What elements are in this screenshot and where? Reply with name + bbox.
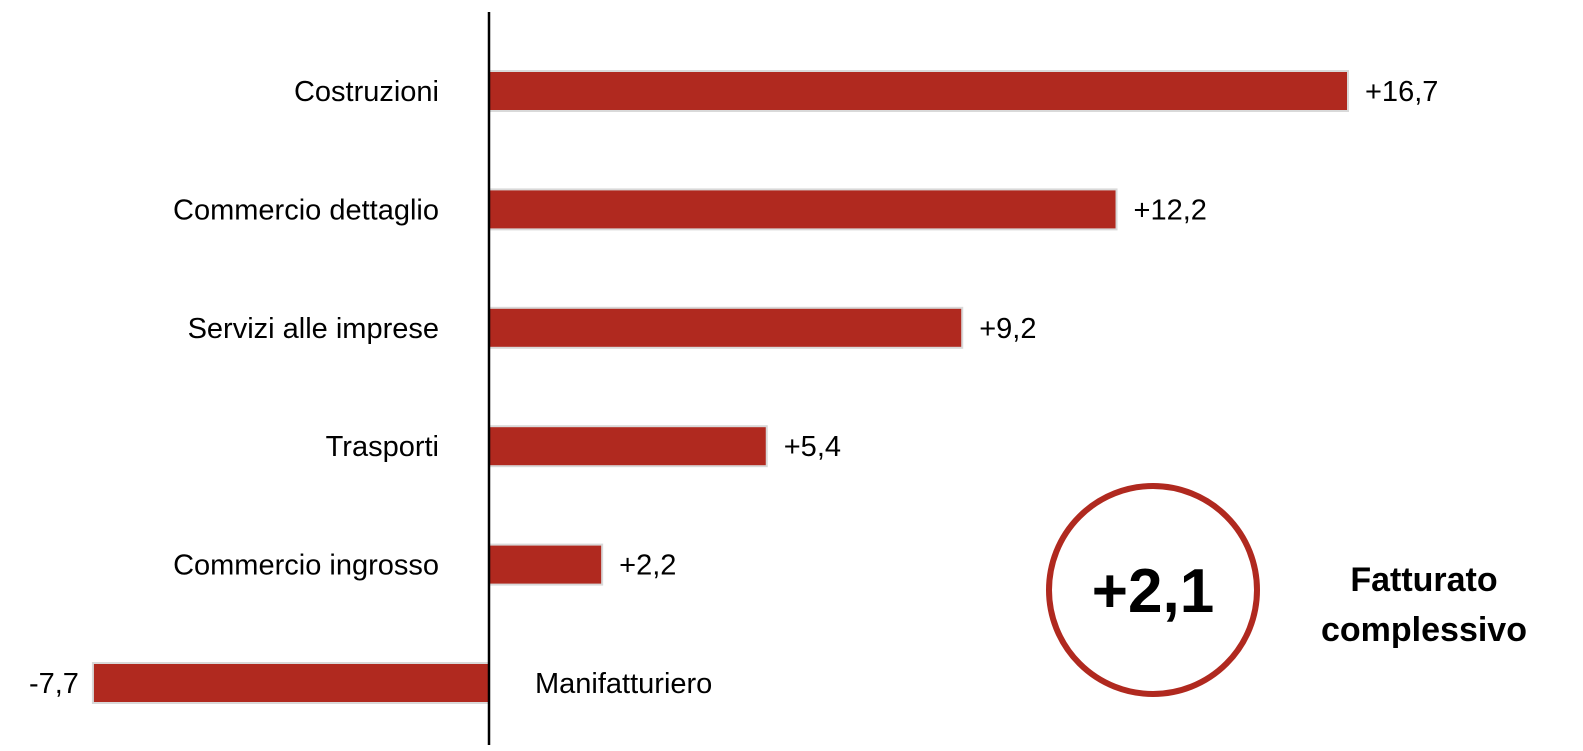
value-label: +16,7 — [1365, 76, 1438, 108]
category-label: Costruzioni — [294, 76, 439, 108]
bar-commercio-ingrosso — [488, 543, 604, 586]
value-label: +2,2 — [619, 550, 676, 582]
category-label: Commercio ingrosso — [173, 550, 439, 582]
bar-costruzioni — [488, 70, 1349, 112]
category-label: Commercio dettaglio — [173, 194, 439, 226]
category-label: Servizi alle imprese — [188, 313, 439, 345]
category-label: Manifatturiero — [535, 668, 712, 700]
bar-manifatturiero — [91, 662, 490, 704]
bar-trasporti — [488, 425, 768, 468]
value-label: -7,7 — [29, 668, 79, 700]
labels-layer: Costruzioni +16,7 Commercio dettaglio +12,2… — [29, 76, 1438, 700]
summary-caption-line2: complessivo — [1321, 611, 1527, 649]
summary-value: +2,1 — [1092, 557, 1214, 626]
value-label: +12,2 — [1134, 194, 1207, 226]
summary-caption-line1: Fatturato — [1350, 561, 1497, 599]
summary-ring — [1046, 483, 1260, 697]
summary-badge: +2,1 Fatturato complessivo — [1046, 483, 1527, 697]
category-label: Trasporti — [326, 431, 439, 463]
bar-commercio-dettaglio — [488, 188, 1118, 231]
bar-servizi-alle-imprese — [488, 306, 964, 349]
value-label: +9,2 — [979, 313, 1036, 345]
value-label: +5,4 — [784, 431, 841, 463]
bars-layer — [91, 70, 1349, 704]
